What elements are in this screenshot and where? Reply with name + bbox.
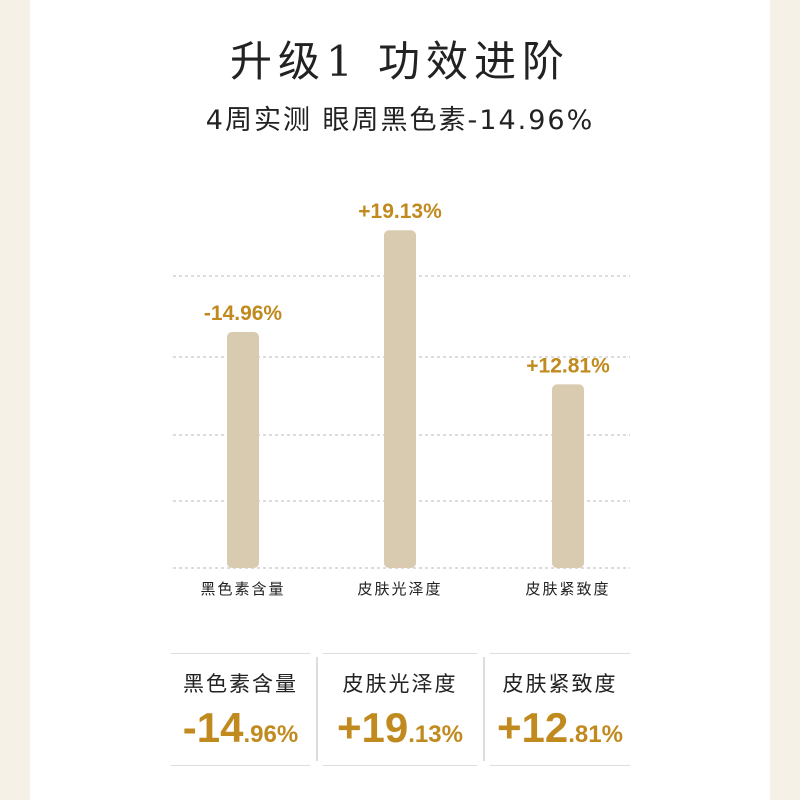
stat-value-int: +12 xyxy=(497,704,569,751)
stat-value: +19.13% xyxy=(323,704,477,752)
category-label: 皮肤紧致度 xyxy=(525,580,610,598)
data-label: +12.81% xyxy=(526,354,610,377)
stat-label: 皮肤紧致度 xyxy=(502,672,618,696)
stat-label: 黑色素含量 xyxy=(183,672,298,696)
bar xyxy=(227,331,259,568)
divider xyxy=(483,657,485,761)
page-subtitle: 4周实测 眼周黑色素-14.96% xyxy=(205,105,595,136)
divider xyxy=(316,657,318,761)
stat-card-firmness: 皮肤紧致度 +12.81% xyxy=(490,653,630,766)
page-title: 升级1 功效进阶 xyxy=(229,37,571,86)
category-label: 黑色素含量 xyxy=(200,580,285,598)
stat-card-melanin: 黑色素含量 -14.96% xyxy=(171,653,310,766)
stat-value-dec: .96% xyxy=(243,721,299,748)
category-label: 皮肤光泽度 xyxy=(357,580,442,598)
stat-label: 皮肤光泽度 xyxy=(342,672,458,696)
stat-value-dec: .81% xyxy=(568,721,623,748)
stat-value: -14.96% xyxy=(171,704,310,752)
bar xyxy=(384,230,416,568)
stat-value-int: -14 xyxy=(182,704,244,751)
data-label: -14.96% xyxy=(204,302,283,325)
stat-card-radiance: 皮肤光泽度 +19.13% xyxy=(323,653,477,766)
stat-value-dec: .13% xyxy=(408,721,463,748)
bar xyxy=(552,384,584,568)
stat-value-int: +19 xyxy=(337,704,409,751)
stat-value: +12.81% xyxy=(490,704,630,752)
data-label: +19.13% xyxy=(358,200,442,223)
